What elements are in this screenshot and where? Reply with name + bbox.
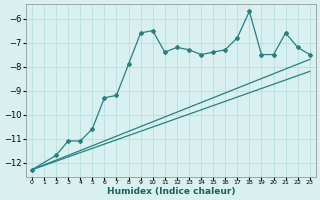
X-axis label: Humidex (Indice chaleur): Humidex (Indice chaleur)	[107, 187, 235, 196]
